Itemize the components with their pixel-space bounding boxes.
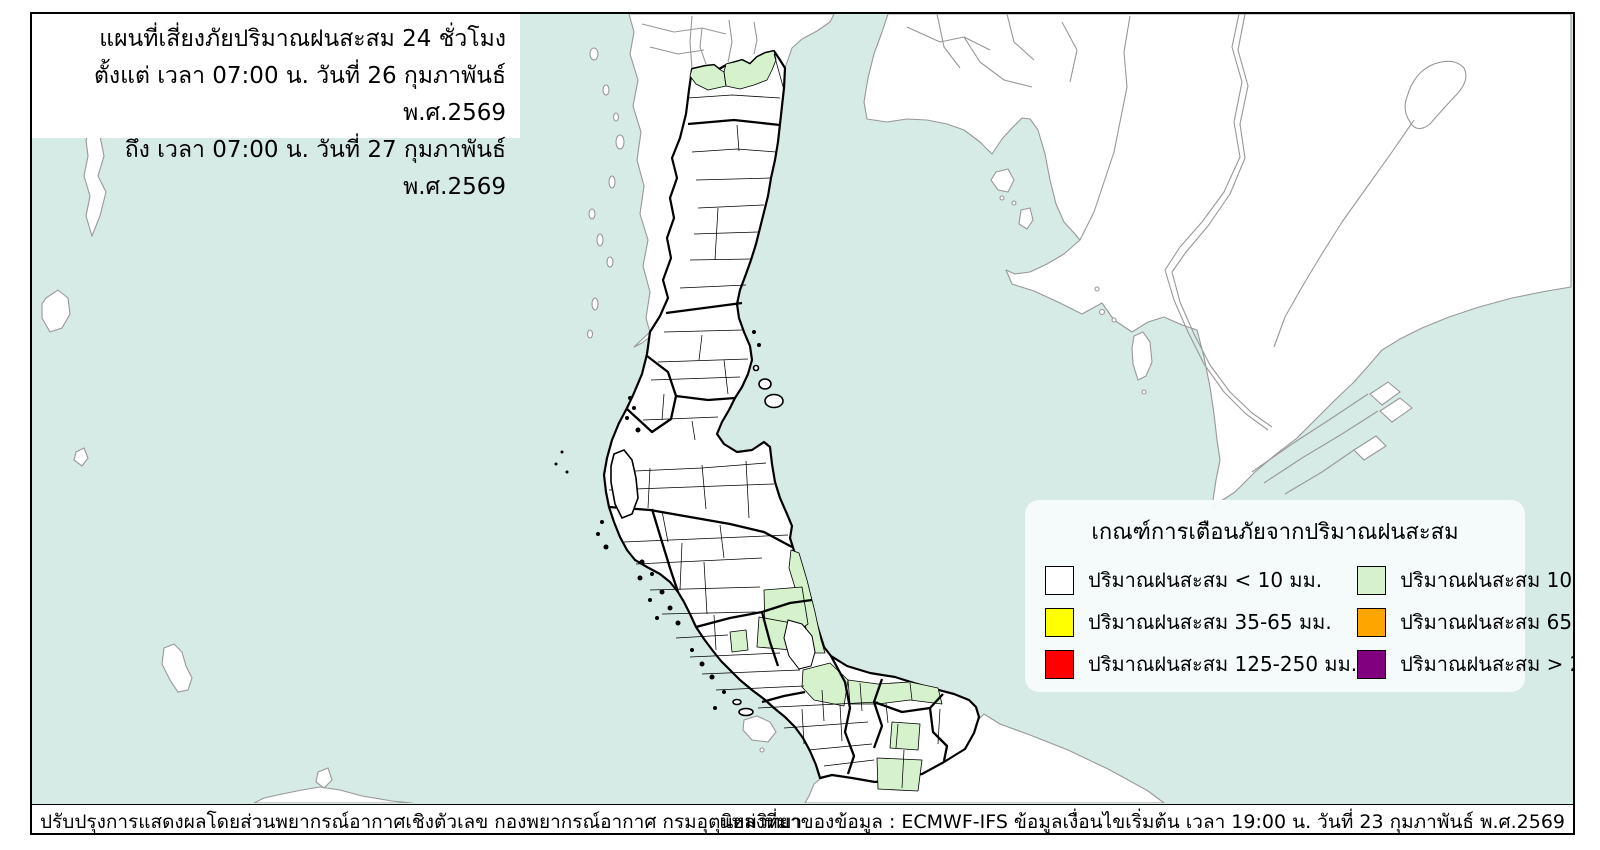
legend-swatch-10-35 [1357, 565, 1387, 595]
delta-sliver [1369, 381, 1401, 406]
island-tarutao [738, 707, 754, 717]
footer-data-source: แหล่งที่มาของข้อมูล : ECMWF-IFS ข้อมูลเง… [719, 811, 1565, 833]
legend-label-125-250: ปริมาณฝนสะสม 125-250 มม. [1088, 652, 1358, 676]
islet [588, 208, 596, 220]
island-libong [732, 698, 742, 706]
islet [591, 297, 599, 311]
island-ko-chang [990, 168, 1015, 193]
island-phangan [758, 378, 772, 390]
legend-swatch-65-125 [1357, 607, 1387, 637]
islet-bottom-left [315, 767, 333, 789]
title-box: แผนที่เสี่ยงภัยปริมาณฝนสะสม 24 ชั่วโมง ต… [32, 14, 520, 200]
island-bottom-left [161, 643, 193, 693]
islet [612, 112, 620, 122]
islet [608, 175, 616, 189]
delta-sliver [1353, 435, 1387, 461]
islet [1098, 308, 1106, 316]
islet [606, 256, 614, 268]
island-myanmar-chain [83, 129, 107, 238]
green-district-phatthalung-songkhla [801, 662, 849, 707]
landmass-east-cambodia-vietnam [863, 14, 1572, 508]
legend-title: เกณฑ์การเตือนภัยจากปริมาณฝนสะสม [1091, 520, 1459, 545]
landmass-sumatra [253, 786, 413, 803]
delta-sliver [1379, 397, 1413, 423]
islet [596, 233, 604, 247]
footer-credit: ปรับปรุงการแสดงผลโดยส่วนพยากรณ์อากาศเชิง… [40, 811, 803, 833]
legend-label-35-65: ปริมาณฝนสะสม 35-65 มม. [1088, 610, 1332, 634]
lake-tonle-sap [1404, 60, 1467, 130]
legend-panel: เกณฑ์การเตือนภัยจากปริมาณฝนสะสม ปริมาณฝน… [1025, 500, 1573, 692]
island-langkawi [742, 715, 777, 743]
legend-label-gt250: ปริมาณฝนสะสม > 250 มม. [1400, 652, 1573, 676]
green-district-betong [876, 757, 923, 792]
island-phu-quoc [1131, 331, 1153, 381]
title-line-3: ถึง เวลา 07:00 น. วันที่ 27 กุมภาพันธ์ พ… [124, 137, 506, 200]
songkhla-lake [783, 619, 816, 670]
islet [999, 195, 1005, 201]
map-canvas [32, 14, 1573, 803]
green-district-top-east [723, 50, 777, 90]
green-district-yala [889, 721, 921, 751]
legend-swatch-125-250 [1045, 649, 1074, 679]
legend-item-65-125: ปริมาณฝนสะสม 65-125 มม. [1357, 601, 1573, 643]
thai-small-islands [554, 330, 761, 710]
legend-grid: ปริมาณฝนสะสม < 10 มม. ปริมาณฝนสะสม 10-35… [1025, 559, 1573, 685]
islet [602, 84, 610, 96]
islet [589, 47, 599, 61]
island-myanmar-round [41, 289, 71, 333]
legend-item-lt10: ปริมาณฝนสะสม < 10 มม. [1045, 559, 1357, 601]
island-tao [752, 364, 760, 372]
map-frame: แผนที่เสี่ยงภัยปริมาณฝนสะสม 24 ชั่วโมง ต… [30, 12, 1575, 835]
thailand-layer [554, 49, 981, 792]
district-boundaries [608, 53, 941, 789]
islet [1141, 389, 1147, 395]
island-phuket [610, 449, 639, 520]
islet [759, 747, 765, 753]
legend-swatch-35-65 [1045, 607, 1074, 637]
island-samui [764, 393, 784, 409]
footer-bar: ปรับปรุงการแสดงผลโดยส่วนพยากรณ์อากาศเชิง… [32, 804, 1573, 833]
island-small-southwest [73, 447, 89, 467]
other-countries-layer [41, 14, 1572, 803]
green-district-trang [729, 629, 749, 653]
green-district-pattani-band [847, 679, 943, 705]
islet [615, 134, 625, 150]
legend-label-lt10: ปริมาณฝนสะสม < 10 มม. [1088, 568, 1323, 592]
islet [1111, 317, 1117, 323]
islet [586, 329, 594, 339]
legend-label-65-125: ปริมาณฝนสะสม 65-125 มม. [1400, 610, 1573, 634]
title-line-2: ตั้งแต่ เวลา 07:00 น. วันที่ 26 กุมภาพัน… [93, 63, 506, 126]
islet [1094, 286, 1100, 292]
province-boundaries [608, 118, 949, 775]
legend-swatch-gt250 [1357, 649, 1387, 679]
legend-item-35-65: ปริมาณฝนสะสม 35-65 มม. [1045, 601, 1357, 643]
legend-item-125-250: ปริมาณฝนสะสม 125-250 มม. [1045, 643, 1357, 685]
islet [1011, 200, 1017, 206]
title-line-1: แผนที่เสี่ยงภัยปริมาณฝนสะสม 24 ชั่วโมง [99, 26, 506, 52]
legend-item-gt250: ปริมาณฝนสะสม > 250 มม. [1357, 643, 1573, 685]
other-country-borders-rivers [641, 14, 1415, 495]
legend-item-10-35: ปริมาณฝนสะสม 10-35 มม. [1357, 559, 1573, 601]
legend-label-10-35: ปริมาณฝนสะสม 10-35 มม. [1400, 568, 1573, 592]
island-ko-kut [1018, 207, 1034, 230]
legend-swatch-lt10 [1045, 565, 1074, 595]
